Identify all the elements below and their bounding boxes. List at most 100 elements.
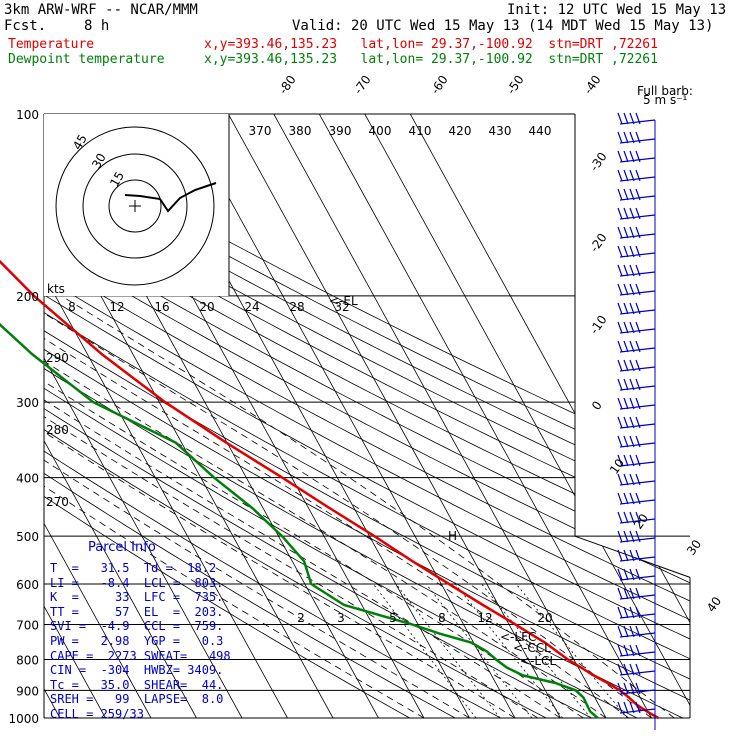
hodograph-speed-label: 8 xyxy=(68,300,76,314)
isotherm-label: 40 xyxy=(704,594,724,615)
init-time: Init: 12 UTC Wed 15 May 13 xyxy=(507,2,727,18)
wind-barb xyxy=(617,283,656,296)
legend-temperature-info: x,y=393.46,135.23 lat,lon= 29.37,-100.92… xyxy=(204,37,658,52)
hodograph-speed-label: 32 xyxy=(334,300,349,314)
isotherm-label: 30 xyxy=(684,537,704,558)
parcel-info-row: K = 33 LFC = 735. xyxy=(50,590,224,605)
wind-barb xyxy=(617,397,656,410)
mixing-ratio-line xyxy=(425,583,533,718)
isotherm-line xyxy=(364,114,690,718)
pressure-tick-label: 1000 xyxy=(8,712,39,726)
wind-barb xyxy=(617,321,656,334)
wind-barb xyxy=(617,511,656,524)
hodograph-ring xyxy=(82,153,188,259)
isotherm-label: -80 xyxy=(276,73,299,97)
hodograph-ring xyxy=(55,126,215,286)
dry-adiabat xyxy=(44,114,410,718)
pressure-tick-label: 800 xyxy=(16,653,39,667)
wind-barb xyxy=(617,169,656,182)
mixing-ratio-label: 8 xyxy=(438,611,446,625)
pressure-tick-label: 900 xyxy=(16,684,39,698)
barb-note-line1: Full barb: xyxy=(637,84,693,98)
dry-adiabat xyxy=(44,114,690,718)
isotherm-label: -50 xyxy=(504,73,527,97)
isotherm-line xyxy=(0,114,15,718)
wind-barb xyxy=(617,378,656,391)
parcel-info-row: TT = 57 EL = 203. xyxy=(50,604,224,619)
barb-note-line2: 5 m s⁻¹ xyxy=(643,93,688,107)
hodograph-units: kts xyxy=(47,282,65,296)
isotherm-label: -30 xyxy=(587,150,610,174)
theta-top-label: 440 xyxy=(529,124,552,138)
pressure-tick-label: 400 xyxy=(16,472,39,486)
mixing-ratio-label: 12 xyxy=(477,611,492,625)
temperature-trace xyxy=(0,259,659,720)
hodograph-ring xyxy=(108,179,162,233)
parcel-info-row: Tc = 35.0 SHEAR= 44. xyxy=(50,677,224,692)
parcel-info-row: CIN = -304 HWBZ= 3409. xyxy=(50,663,224,678)
moist-adiabat xyxy=(44,295,425,718)
dewpoint-trace xyxy=(0,323,599,719)
dry-adiabat xyxy=(44,114,690,718)
legend-temperature: Temperature xyxy=(8,37,95,52)
forecast-label: Fcst. xyxy=(4,18,47,34)
mixing-ratio-label: 20 xyxy=(537,611,552,625)
dry-adiabat xyxy=(44,114,690,718)
dry-adiabat xyxy=(44,114,690,718)
moist-adiabat xyxy=(44,295,630,718)
wind-barb xyxy=(617,701,656,714)
parcel-info-row: LI = -8.4 LCL = 803. xyxy=(50,575,224,590)
hodograph-speed-label: 28 xyxy=(289,300,304,314)
wind-barb xyxy=(617,473,656,486)
isotherm-line xyxy=(227,114,561,718)
hodograph-speed-label: 12 xyxy=(109,300,124,314)
isotherm-label: -40 xyxy=(581,73,604,97)
moist-adiabat xyxy=(44,295,539,718)
dry-adiabat xyxy=(44,114,638,718)
theta-top-label: 390 xyxy=(329,124,352,138)
isotherm-label: -70 xyxy=(351,73,374,97)
legend-dewpoint: Dewpoint temperature xyxy=(8,52,165,67)
moist-adiabat xyxy=(44,295,561,718)
wind-barb xyxy=(617,663,656,676)
parcel-info-title: Parcel Info xyxy=(88,540,156,555)
hodograph-background xyxy=(44,114,229,296)
mixing-ratio-label: 2 xyxy=(297,611,305,625)
theta-top-label: 380 xyxy=(289,124,312,138)
parcel-info-row: CAPE = 2273 SWEAT= 498 xyxy=(50,648,231,663)
isotherm-line xyxy=(273,114,607,718)
wind-barb xyxy=(617,359,656,372)
pressure-tick-label: 200 xyxy=(16,290,39,304)
dry-adiabat xyxy=(44,114,690,718)
moist-adiabat xyxy=(44,295,607,718)
wind-barb xyxy=(617,340,656,353)
theta-top-label: 370 xyxy=(249,124,272,138)
wind-barb xyxy=(617,454,656,467)
mixing-ratio-line xyxy=(515,583,628,718)
wind-barb xyxy=(617,549,656,562)
theta-top-label: 410 xyxy=(409,124,432,138)
hodograph xyxy=(44,114,230,296)
wind-barbs xyxy=(617,112,656,730)
parcel-info-row: CELL = 259/33 xyxy=(50,707,144,721)
theta-top-label: 430 xyxy=(489,124,512,138)
level-marker: <-CCL xyxy=(513,641,551,655)
parcel-info-row: SREH = 99 LAPSE= 8.0 xyxy=(50,692,224,707)
wind-barb xyxy=(617,492,656,505)
dry-adiabat xyxy=(44,114,690,718)
wind-barb xyxy=(617,644,656,657)
hodograph-speed-label: 24 xyxy=(244,300,259,314)
isotherm-label: -20 xyxy=(587,231,610,255)
mixing-ratio-label: 5 xyxy=(389,611,397,625)
isotherm-line xyxy=(44,114,152,718)
hodograph-ring-label: 30 xyxy=(89,151,109,171)
wind-barb xyxy=(617,568,656,581)
parcel-info-row: PW = 2.98 YGP = 0.3 xyxy=(50,634,224,648)
theta-top-label: 420 xyxy=(449,124,472,138)
hodograph-speed-label: 20 xyxy=(199,300,214,314)
mixing-ratio-line xyxy=(481,583,592,718)
level-marker: <-LCL xyxy=(520,654,556,668)
pressure-tick-label: 300 xyxy=(16,396,39,410)
